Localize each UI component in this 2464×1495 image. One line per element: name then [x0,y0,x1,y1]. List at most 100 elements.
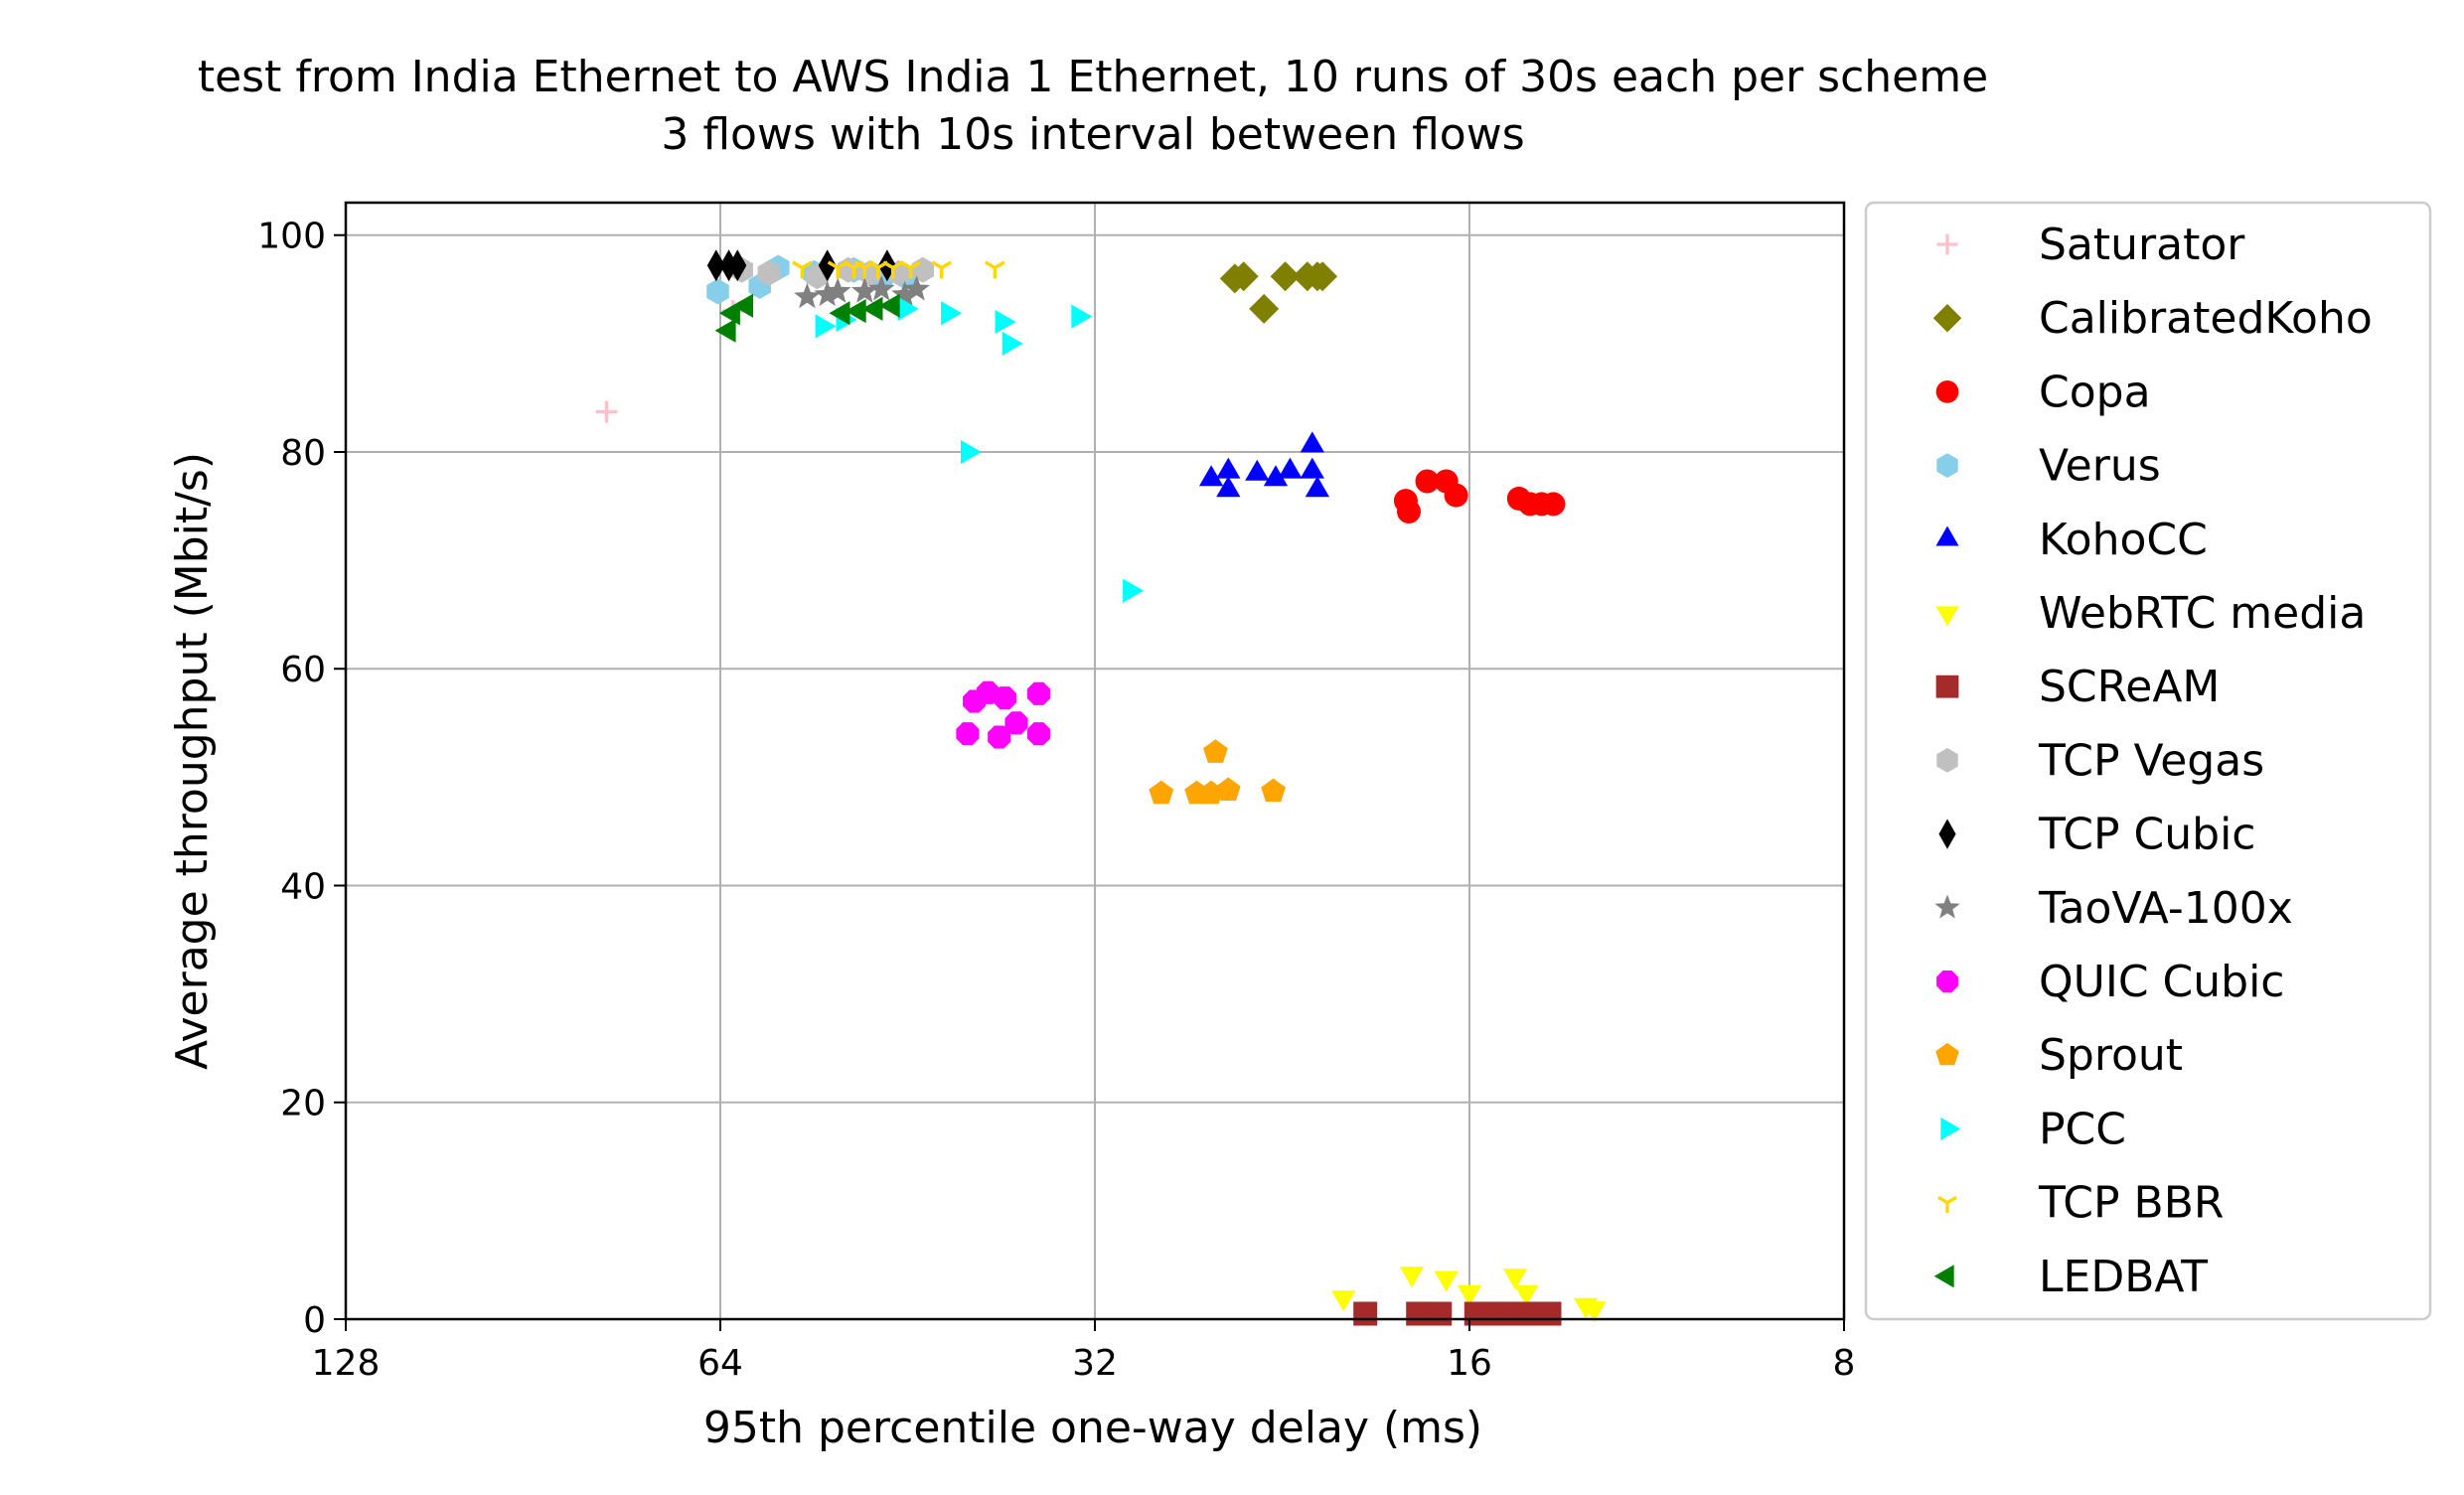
y-tick-label: 60 [280,650,326,690]
data-point [824,277,851,303]
data-point [1278,457,1303,479]
data-point [714,318,736,343]
data-point [1071,304,1093,329]
legend-label: CalibratedKoho [2039,293,2373,344]
x-tick-label: 8 [1833,1343,1856,1384]
data-point [595,400,618,423]
legend-marker [1933,1265,1954,1288]
data-point [1444,483,1468,508]
data-point [1331,1290,1356,1312]
legend-label: WebRTC media [2039,588,2366,639]
data-point [1263,465,1289,487]
legend-entry: TaoVA-100x [1934,883,2293,934]
series-2 [1393,469,1566,523]
data-point [732,293,754,318]
legend-label: Sprout [2039,1030,2183,1081]
data-points [595,249,1607,1326]
series-4 [1198,431,1330,498]
series-11 [1149,739,1286,805]
legend-label: TCP Cubic [2038,810,2256,860]
data-point [1502,1269,1528,1290]
series-10 [956,680,1051,749]
data-point [1249,293,1280,324]
data-point [1261,778,1286,803]
data-point [794,282,821,309]
data-point [728,249,747,282]
legend-label: SCReAM [2039,662,2220,712]
legend-label: QUIC Cubic [2039,957,2284,1007]
y-tick-label: 80 [280,433,326,474]
legend-label: TaoVA-100x [2038,883,2293,934]
legend-label: TCP Vegas [2038,735,2264,786]
legend-frame [1864,201,2432,1321]
y-axis-label: Average throughput (Mbit/s) [167,452,218,1070]
legend-entry: TCP Vegas [1936,735,2264,786]
data-point [985,260,1005,279]
data-point [1203,739,1228,763]
data-point [1270,261,1301,292]
data-point [956,722,980,746]
data-point [903,275,930,301]
x-axis-label: 95th percentile one-way delay (ms) [703,1403,1482,1453]
data-point [897,296,919,322]
legend-entry: SCReAM [1935,662,2220,712]
legend-marker [1932,303,1962,333]
data-point [861,296,883,322]
legend-label: PCC [2039,1104,2126,1154]
data-point [1001,331,1023,357]
data-point [867,275,895,301]
legend-marker [1935,380,1959,403]
data-point [1406,1301,1431,1326]
data-point [878,293,900,318]
data-point [845,298,866,324]
series-5 [1331,1267,1607,1323]
series-6 [1353,1301,1562,1326]
data-point [988,725,1011,749]
legend-marker [1935,674,1959,698]
data-point [1300,457,1324,479]
data-point [1245,459,1270,481]
data-point [706,278,729,305]
data-point [993,686,1016,710]
x-tick-label: 32 [1072,1343,1118,1384]
legend-entry: Saturator [1936,220,2245,270]
legend-entry: LEDBAT [1933,1252,2208,1302]
legend-marker [1940,1117,1961,1140]
x-tick-label: 128 [312,1343,381,1384]
chart-title-line-2: 3 flows with 10s interval between flows [661,109,1524,160]
data-point [1228,261,1259,292]
legend-marker [1935,606,1959,627]
data-point [814,280,842,307]
data-point [829,301,850,326]
data-point [1457,1284,1482,1306]
legend-label: Copa [2039,367,2151,417]
data-point [900,260,921,279]
legend-label: Verus [2039,441,2161,492]
data-point [706,249,725,282]
chart-title-line-1: test from India Ethernet to AWS India 1 … [198,52,1988,102]
y-tick-label: 40 [280,866,326,907]
data-point [1198,465,1224,487]
legend-entry: Sprout [1935,1030,2183,1081]
series-13 [792,260,1005,279]
data-point [1397,500,1421,523]
y-tick-label: 100 [257,217,326,257]
data-point [1305,476,1330,498]
data-point [960,439,982,465]
data-point [1428,1301,1453,1326]
series-12 [815,296,1145,603]
legend-marker [1936,233,1958,255]
data-point [1308,261,1338,292]
legend-marker [1936,453,1958,478]
legend-entry: TCP BBR [1937,1178,2224,1229]
legend-label: Saturator [2039,220,2245,270]
series-14 [714,293,900,343]
data-point [718,301,740,326]
data-point [1216,476,1241,498]
legend-entry: QUIC Cubic [1936,957,2284,1007]
data-point [995,309,1016,335]
data-point [891,280,918,307]
data-point [1514,1284,1539,1306]
